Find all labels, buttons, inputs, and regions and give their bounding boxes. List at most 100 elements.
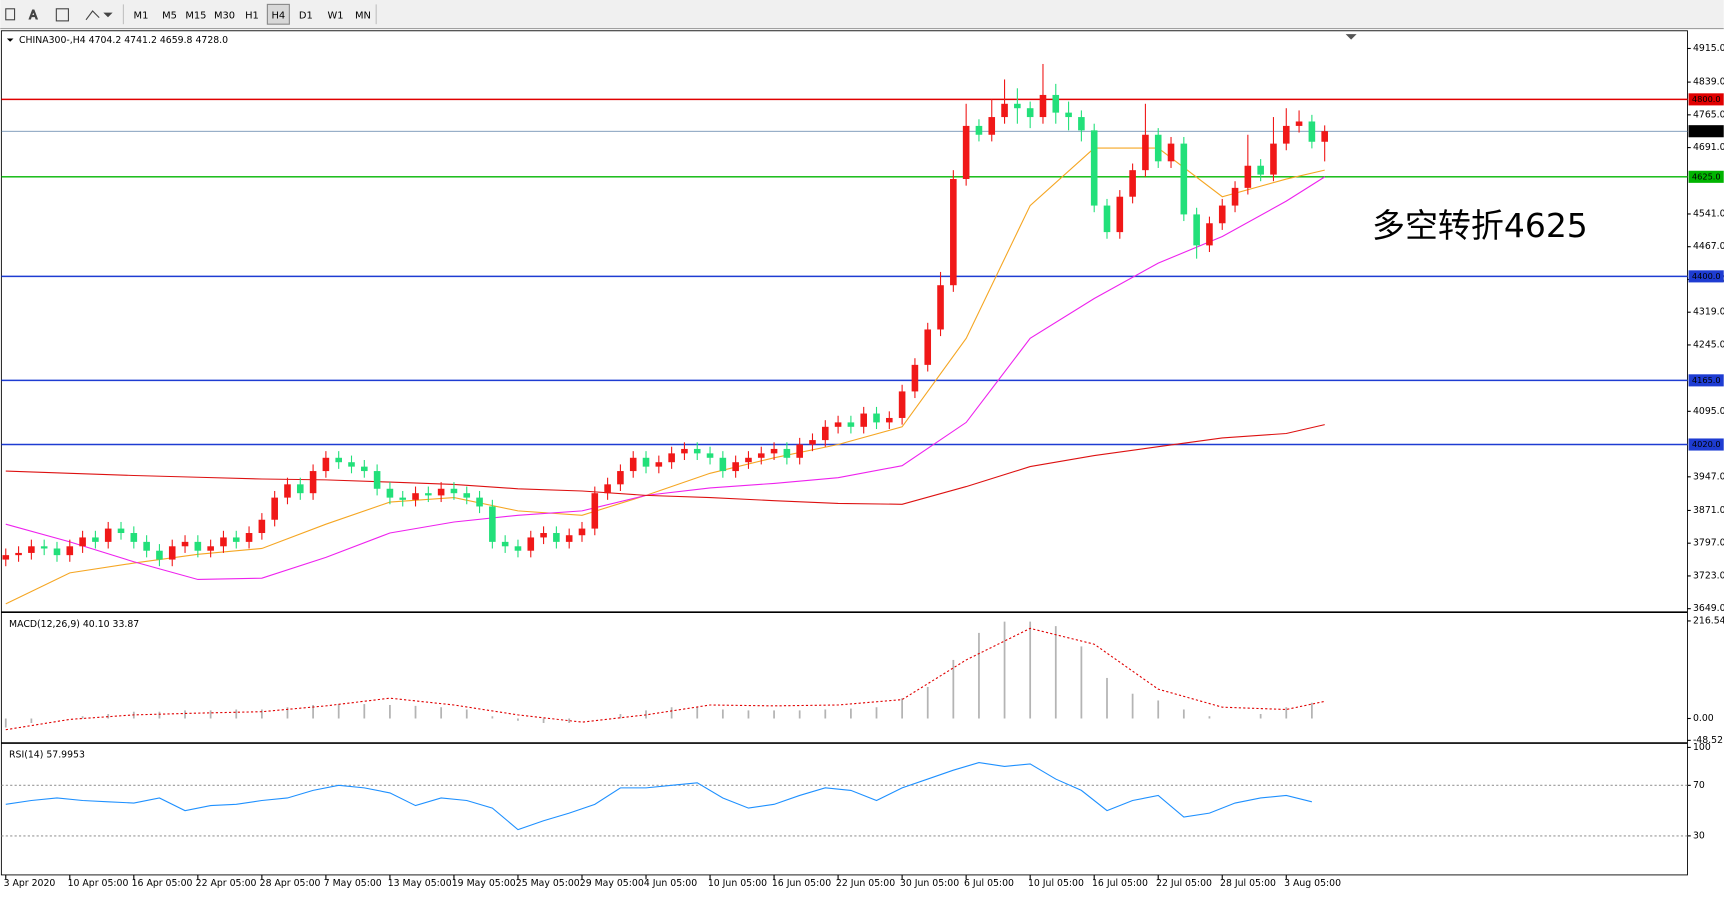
y-tick-label: 216.54 — [1693, 615, 1724, 626]
candle-body — [553, 533, 560, 542]
icon-dropdown[interactable] — [103, 12, 113, 18]
candle-body — [847, 422, 855, 427]
button-label[interactable]: M15 — [185, 10, 206, 21]
level-tag — [1688, 93, 1724, 106]
candle-body — [540, 533, 547, 538]
icon-label[interactable] — [55, 8, 69, 22]
timeframe-bar: M1 M5 M15 M30 H1 H4 D1 W1 MN — [130, 3, 374, 25]
x-tick-label: 10 Apr 05:00 — [68, 878, 129, 889]
candle-body — [143, 541, 150, 551]
icon-shapes[interactable] — [85, 10, 100, 21]
candle-body — [1039, 94, 1047, 118]
candle-body — [463, 493, 471, 498]
candle-body — [898, 391, 906, 418]
moving-average — [5, 147, 1325, 605]
candle-body — [425, 493, 432, 496]
level-label: 4400.0 — [1692, 271, 1721, 281]
macd-label: MACD(12,26,9) 40.10 33.87 — [9, 619, 139, 630]
tool-icons: A — [5, 4, 124, 25]
candle-body — [975, 125, 983, 135]
button-label[interactable]: MN — [355, 10, 371, 21]
timeframe-button[interactable]: M15 — [184, 4, 208, 24]
y-tick-label: 70 — [1693, 780, 1705, 791]
candle-body — [706, 453, 714, 458]
candle-body — [450, 488, 458, 494]
x-tick-label: 29 May 05:00 — [580, 878, 644, 889]
candle-body — [1231, 187, 1239, 206]
candle-body — [412, 493, 419, 500]
candle-body — [693, 448, 701, 454]
candle-body — [1321, 131, 1328, 142]
x-tick-label: 6 Jul 05:00 — [964, 878, 1014, 889]
candle-body — [130, 533, 138, 542]
candle-body — [1308, 121, 1316, 142]
button-label[interactable]: M1 — [134, 10, 149, 21]
candle-body — [655, 462, 663, 467]
button-label[interactable]: M30 — [214, 10, 235, 21]
timeframe-button[interactable]: MN — [352, 4, 374, 24]
candle-body — [1001, 103, 1008, 118]
timeframe-button[interactable]: H4 — [266, 3, 290, 25]
candle-body — [770, 448, 778, 454]
candle-body — [950, 179, 957, 286]
button-label[interactable]: H1 — [245, 10, 259, 21]
timeframe-button[interactable]: M1 — [130, 4, 152, 24]
timeframe-button[interactable]: M30 — [212, 4, 236, 24]
level-label: 4165.0 — [1692, 375, 1721, 385]
candle-body — [527, 537, 535, 551]
icon-text[interactable]: A — [29, 7, 39, 22]
candle-body — [821, 426, 829, 441]
level-label: 4800.0 — [1692, 94, 1721, 104]
candle-body — [1244, 165, 1252, 188]
candle-body — [1026, 108, 1034, 118]
level-tag — [1688, 374, 1724, 387]
annotation: 多空转折4625 — [1372, 206, 1588, 245]
candle-body — [988, 117, 996, 135]
button-label[interactable]: W1 — [327, 10, 343, 21]
candle-body — [258, 519, 266, 534]
candle-body — [924, 329, 932, 365]
y-tick-label: 100 — [1693, 742, 1711, 753]
level-tag — [1688, 170, 1724, 183]
candle-body — [757, 453, 765, 458]
timeframe-button[interactable]: M5 — [159, 4, 181, 24]
y-tick-label: 3871.0 — [1693, 505, 1724, 516]
candle-body — [79, 537, 86, 547]
candle-body — [2, 555, 10, 560]
timeframe-button[interactable]: H1 — [241, 4, 263, 24]
candle-body — [1295, 121, 1303, 126]
y-tick-label: 4915.0 — [1693, 43, 1724, 54]
moving-average — [5, 424, 1325, 505]
x-tick-label: 10 Jul 05:00 — [1028, 878, 1084, 889]
y-tick-label: 3797.0 — [1693, 538, 1724, 549]
candle-body — [719, 457, 727, 472]
x-tick-label: 28 Jul 05:00 — [1220, 878, 1276, 889]
x-tick-label: 4 Jun 05:00 — [644, 878, 697, 889]
icon-cursor[interactable] — [5, 8, 16, 21]
y-tick-label: 0.00 — [1693, 713, 1714, 724]
candle-body — [220, 537, 227, 547]
candle-body — [361, 466, 368, 472]
x-tick-label: 28 Apr 05:00 — [260, 878, 321, 889]
button-label[interactable]: H4 — [271, 10, 285, 21]
candle-body — [1257, 165, 1264, 175]
candle-body — [578, 528, 586, 536]
timeframe-button[interactable]: D1 — [295, 4, 317, 24]
candle-body — [284, 484, 291, 498]
y-tick-label: 4467.0 — [1693, 241, 1724, 252]
button-face[interactable] — [266, 3, 290, 25]
level-tag — [1688, 270, 1724, 283]
x-tick-label: 16 Apr 05:00 — [132, 878, 193, 889]
y-tick-label: 3649.0 — [1693, 603, 1724, 614]
x-tick-label: 30 Jun 05:00 — [900, 878, 959, 889]
timeframe-button[interactable]: W1 — [325, 4, 347, 24]
candle-body — [437, 488, 445, 496]
candle-body — [53, 548, 61, 556]
candle-body — [373, 471, 381, 489]
button-label[interactable]: M5 — [162, 10, 177, 21]
candle-body — [399, 497, 407, 500]
x-tick-label: 19 May 05:00 — [452, 878, 516, 889]
button-label[interactable]: D1 — [299, 10, 313, 21]
